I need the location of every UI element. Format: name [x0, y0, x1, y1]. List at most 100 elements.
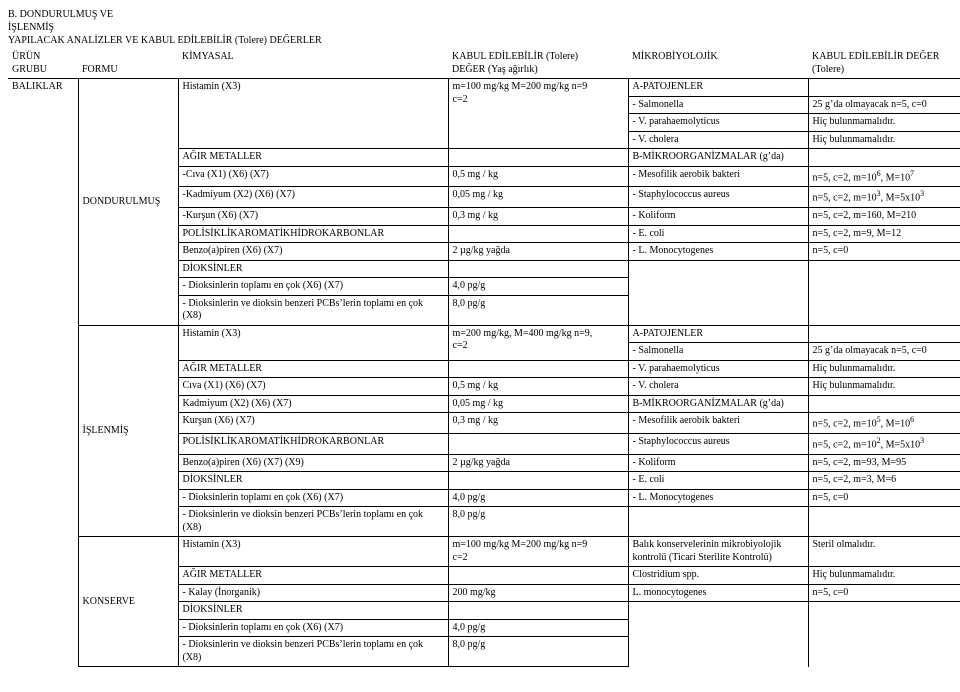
s1-staph: - Staphylococcus aureus: [628, 187, 808, 208]
s3-dioksin-hdr: DİOKSİNLER: [178, 602, 448, 620]
s2-kadmiyum-val: 0,05 mg / kg: [448, 395, 628, 413]
s3-histamin: Histamin (X3): [178, 537, 448, 567]
s1-empty-mikro: [628, 260, 808, 325]
s1-vchol: - V. cholera: [628, 131, 808, 149]
s2-bmikro: B-MİKROORGANİZMALAR (g’da): [628, 395, 808, 413]
s2-bmikro-val: [808, 395, 960, 413]
s1-histamin: Histamin (X3): [178, 79, 448, 149]
s1-pah: POLİSİKLİKAROMATİKHİDROKARBONLAR: [178, 225, 448, 243]
s2-dioksin-top: - Dioksinlerin toplamı en çok (X6) (X7): [178, 489, 448, 507]
s2-histamin-val: m=200 mg/kg, M=400 mg/kg n=9,c=2: [448, 325, 628, 360]
s1-histamin-val: m=100 mg/kg M=200 mg/kg n=9c=2: [448, 79, 628, 149]
s1-benzo: Benzo(a)piren (X6) (X7): [178, 243, 448, 261]
s2-benzo: Benzo(a)piren (X6) (X7) (X9): [178, 454, 448, 472]
s1-vparah: - V. parahaemolyticus: [628, 114, 808, 132]
s3-clost: Clostridium spp.: [628, 567, 808, 585]
s3-dioksin-top: - Dioksinlerin toplamı en çok (X6) (X7): [178, 619, 448, 637]
s2-staph-val: n=5, c=2, m=102, M=5x103: [808, 433, 960, 454]
s2-dioksin-pcb-val: 8,0 pg/g: [448, 507, 628, 537]
s3-dioksin-hdr-val: [448, 602, 628, 620]
s2-dioksin-top-val: 4,0 pg/g: [448, 489, 628, 507]
form-islenmis: İŞLENMİŞ: [78, 325, 178, 537]
s1-dioksin-pcb-val: 8,0 pg/g: [448, 295, 628, 325]
s1-dioksin-hdr-val: [448, 260, 628, 278]
s1-agirmet-val: [448, 149, 628, 167]
s2-vparah-val: Hiç bulunmamalıdır.: [808, 360, 960, 378]
s1-kursun-val: 0,3 mg / kg: [448, 208, 628, 226]
s3-balik: Balık konservelerinin mikrobiyolojikkont…: [628, 537, 808, 567]
s3-lmono-val: n=5, c=0: [808, 584, 960, 602]
s1-bmikro: B-MİKROORGANİZMALAR (g’da): [628, 149, 808, 167]
s2-empty-m: [628, 507, 808, 537]
s1-dioksin-top-val: 4,0 pg/g: [448, 278, 628, 296]
s1-kursun: -Kurşun (X6) (X7): [178, 208, 448, 226]
s1-kadmiyum-val: 0,05 mg / kg: [448, 187, 628, 208]
s2-dioksin-hdr: DİOKSİNLER: [178, 472, 448, 490]
s2-ecoli-val: n=5, c=2, m=3, M=6: [808, 472, 960, 490]
s1-staph-val: n=5, c=2, m=103, M=5x103: [808, 187, 960, 208]
s3-empty-v: [808, 602, 960, 667]
hdr-col4: KABUL EDİLEBİLİR (Tolere)DEĞER (Yaş ağır…: [448, 49, 628, 79]
s2-lmono-val: n=5, c=0: [808, 489, 960, 507]
s1-civa-val: 0,5 mg / kg: [448, 166, 628, 187]
s2-civa-val: 0,5 mg / kg: [448, 378, 628, 396]
s2-koliform: - Koliform: [628, 454, 808, 472]
s1-koliform: - Koliform: [628, 208, 808, 226]
title-line-1: B. DONDURULMUŞ VE: [8, 8, 952, 21]
s3-histamin-val: m=100 mg/kg M=200 mg/kg n=9c=2: [448, 537, 628, 567]
s1-pah-val: [448, 225, 628, 243]
s2-salmonella-val: 25 g’da olmayacak n=5, c=0: [808, 343, 960, 361]
title-line-3: YAPILACAK ANALİZLER VE KABUL EDİLEBİLİR …: [8, 34, 952, 47]
s3-kalay: - Kalay (İnorganik): [178, 584, 448, 602]
s3-lmono: L. monocytogenes: [628, 584, 808, 602]
s3-agirmet: AĞIR METALLER: [178, 567, 448, 585]
s1-lmono-val: n=5, c=0: [808, 243, 960, 261]
title-block: B. DONDURULMUŞ VE İŞLENMİŞ YAPILACAK ANA…: [8, 8, 952, 47]
s2-empty-v: [808, 507, 960, 537]
s1-mesofilik: - Mesofilik aerobik bakteri: [628, 166, 808, 187]
s2-apato-val: [808, 325, 960, 343]
s2-mesofilik-val: n=5, c=2, m=105, M=106: [808, 413, 960, 434]
s1-vparah-val: Hiç bulunmamalıdır.: [808, 114, 960, 132]
s1-dioksin-pcb: - Dioksinlerin ve dioksin benzeri PCBs’l…: [178, 295, 448, 325]
s1-mesofilik-val: n=5, c=2, m=106, M=107: [808, 166, 960, 187]
main-table: ÜRÜNGRUBU FORMU KİMYASAL KABUL EDİLEBİLİ…: [8, 49, 960, 667]
s2-kursun: Kurşun (X6) (X7): [178, 413, 448, 434]
s3-steril: Steril olmalıdır.: [808, 537, 960, 567]
s2-staph: - Staphylococcus aureus: [628, 433, 808, 454]
s1-salmonella-val: 25 g’da olmayacak n=5, c=0: [808, 96, 960, 114]
s2-vparah: - V. parahaemolyticus: [628, 360, 808, 378]
title-line-2: İŞLENMİŞ: [8, 21, 952, 34]
s2-apato: A-PATOJENLER: [628, 325, 808, 343]
s2-kursun-val: 0,3 mg / kg: [448, 413, 628, 434]
hdr-col5: MİKROBİYOLOJİK: [628, 49, 808, 79]
s3-dioksin-pcb: - Dioksinlerin ve dioksin benzeri PCBs’l…: [178, 637, 448, 667]
s3-dioksin-pcb-val: 8,0 pg/g: [448, 637, 628, 667]
s2-agirmet: AĞIR METALLER: [178, 360, 448, 378]
s1-vchol-val: Hiç bulunmamalıdır.: [808, 131, 960, 149]
s1-lmono: - L. Monocytogenes: [628, 243, 808, 261]
s2-salmonella: - Salmonella: [628, 343, 808, 361]
s2-vchol-val: Hiç bulunmamalıdır.: [808, 378, 960, 396]
s2-koliform-val: n=5, c=2, m=93, M=95: [808, 454, 960, 472]
s2-histamin: Histamin (X3): [178, 325, 448, 360]
s1-civa: -Cıva (X1) (X6) (X7): [178, 166, 448, 187]
hdr-col3: KİMYASAL: [178, 49, 448, 79]
hdr-col1: ÜRÜNGRUBU: [8, 49, 78, 79]
s1-koliform-val: n=5, c=2, m=160, M=210: [808, 208, 960, 226]
s2-civa: Cıva (X1) (X6) (X7): [178, 378, 448, 396]
s2-mesofilik: - Mesofilik aerobik bakteri: [628, 413, 808, 434]
s1-empty-mikro-val: [808, 260, 960, 325]
s2-pah-val: [448, 433, 628, 454]
s1-apato: A-PATOJENLER: [628, 79, 808, 97]
s3-kalay-val: 200 mg/kg: [448, 584, 628, 602]
s1-dioksin-hdr: DİOKSİNLER: [178, 260, 448, 278]
s2-benzo-val: 2 µg/kg yağda: [448, 454, 628, 472]
s1-salmonella: - Salmonella: [628, 96, 808, 114]
s2-lmono: - L. Monocytogenes: [628, 489, 808, 507]
s2-agirmet-val: [448, 360, 628, 378]
s2-dioksin-hdr-val: [448, 472, 628, 490]
s2-vchol: - V. cholera: [628, 378, 808, 396]
s1-apato-val: [808, 79, 960, 97]
s3-clost-val: Hiç bulunmamalıdır.: [808, 567, 960, 585]
